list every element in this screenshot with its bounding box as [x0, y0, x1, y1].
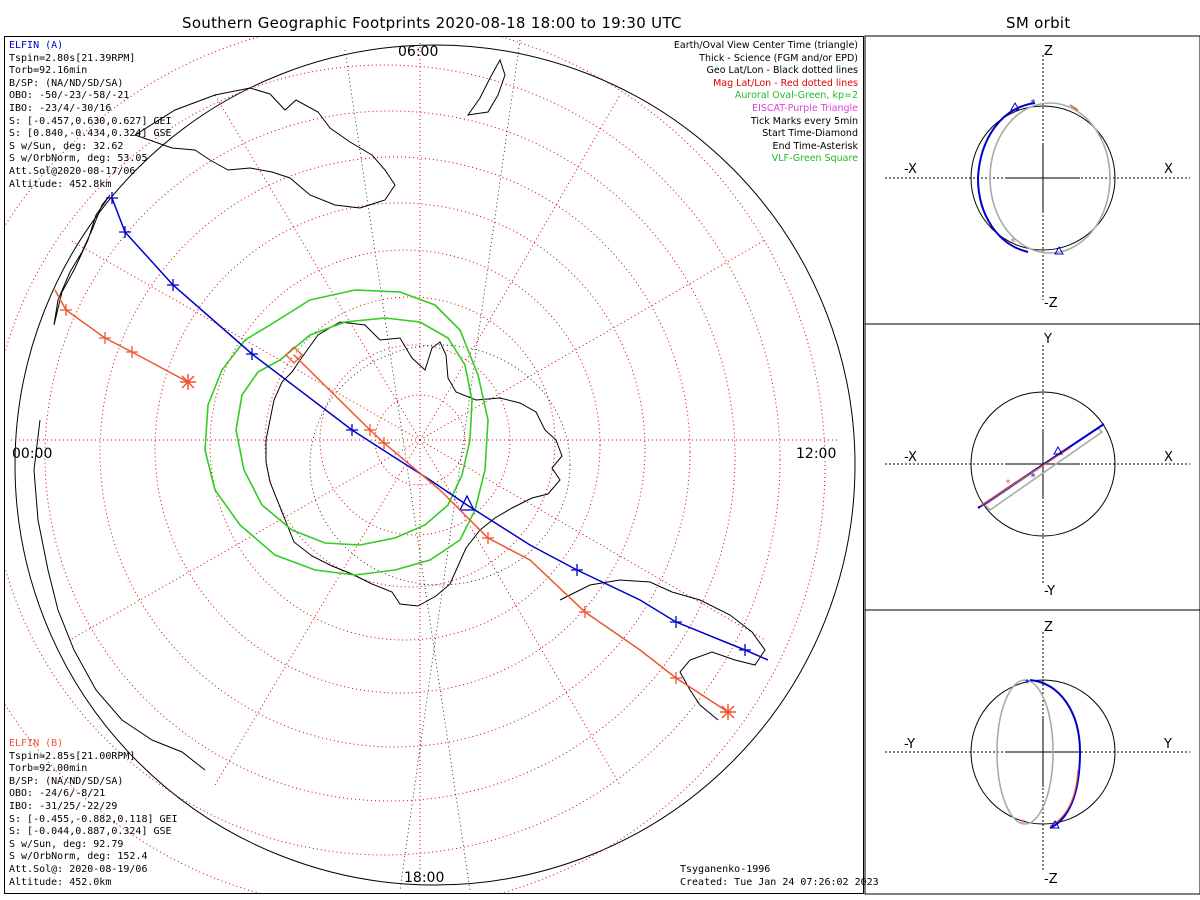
time-label-bottom: 18:00 [404, 870, 445, 886]
sm1-top-label: Z [1044, 44, 1053, 59]
time-label-top: 06:00 [398, 44, 439, 60]
legend-item: EISCAT-Purple Triangle [752, 102, 858, 114]
elfin-a-line: Altitude: 452.8km [9, 178, 112, 190]
auroral-oval-outer [204, 289, 489, 576]
svg-text:*: * [1005, 478, 1011, 489]
svg-text:*: * [1010, 237, 1016, 248]
legend-item: Thick - Science (FGM and/or EPD) [699, 52, 858, 64]
svg-text:*: * [1024, 678, 1030, 689]
coastline-west [33, 194, 206, 771]
elfin-b-line: Torb=92.00min [9, 763, 88, 775]
plot-title: Southern Geographic Footprints 2020-08-1… [182, 14, 682, 32]
sm3-top-label: Z [1044, 620, 1053, 635]
new-zealand-coastline [466, 58, 506, 116]
geo-grid [309, 39, 571, 891]
legend-item: Mag Lat/Lon - Red dotted lines [713, 77, 858, 89]
svg-text:*: * [1030, 98, 1036, 109]
sm-panel-3-frame [864, 609, 1200, 895]
sm2-right-label: X [1164, 450, 1173, 465]
legend-item: Auroral Oval-Green, kp=2 [734, 90, 858, 102]
sm2-left-label: -X [904, 450, 917, 465]
legend-item: Start Time-Diamond [762, 128, 858, 140]
sm2-top-label: Y [1044, 332, 1052, 347]
time-label-right: 12:00 [796, 446, 837, 462]
elfin-b-end-asterisk [180, 374, 736, 720]
elfin-a-ticks [106, 192, 751, 656]
elfin-b-line: Tspin=2.85s[21.00RPM] [9, 750, 136, 762]
sm-orbit-title: SM orbit [1006, 14, 1071, 32]
elfin-b-line: Altitude: 452.0km [9, 876, 112, 888]
elfin-b-line: B/SP: (NA/ND/SD/SA) [9, 775, 124, 787]
sm-panel-3-plot: * * [885, 632, 1190, 872]
sm-panel-2-plot: * * [885, 345, 1190, 585]
elfin-a-name: ELFIN (A) [9, 40, 64, 51]
australia-coastline [133, 87, 396, 209]
sm3-bottom-label: -Z [1044, 872, 1058, 887]
sm-panel-2-frame [864, 323, 1200, 611]
elfin-a-line: S w/OrbNorm, deg: 53.05 [9, 153, 148, 165]
elfin-a-info: ELFIN (A) Tspin=2.80s[21.39RPM] Torb=92.… [9, 40, 172, 191]
svg-text:*: * [1030, 472, 1036, 483]
legend-item: End Time-Asterisk [772, 140, 858, 152]
legend-item: Earth/Oval View Center Time (triangle) [673, 40, 858, 51]
elfin-a-line: Torb=92.16min [9, 65, 88, 77]
antarctica-coastline [265, 321, 563, 607]
elfin-a-center-triangle [458, 494, 476, 511]
elfin-b-start-diamond [285, 346, 303, 364]
legend: Earth/Oval View Center Time (triangle) T… [674, 40, 858, 166]
sm1-right-label: X [1164, 162, 1173, 177]
legend-item: Tick Marks every 5min [750, 115, 858, 127]
mag-latitude-grid [5, 37, 826, 893]
elfin-b-track [54, 289, 729, 713]
elfin-a-line: S: [-0.457,0.630,0.627] GEI [9, 115, 172, 127]
sm1-left-label: -X [904, 162, 917, 177]
elfin-b-line: Att.Sol@: 2020-08-19/06 [9, 863, 148, 875]
elfin-a-line: S w/Sun, deg: 32.62 [9, 140, 124, 152]
sm-panel-1-plot: * * [885, 55, 1190, 300]
time-label-left: 00:00 [12, 446, 53, 462]
globe-limb [14, 44, 856, 886]
sm-panel-1-frame [864, 35, 1200, 325]
created-label: Created: Tue Jan 24 07:26:02 2023 [680, 877, 879, 888]
sm1-bottom-label: -Z [1044, 296, 1058, 311]
sm3-right-label: Y [1164, 737, 1172, 752]
elfin-a-line: Att.Sol@2020-08-17/06 [9, 165, 136, 177]
elfin-b-line: S w/Sun, deg: 92.79 [9, 838, 124, 850]
mag-longitude-grid [10, 40, 840, 870]
elfin-b-line: S: [-0.455,-0.882,0.118] GEI [9, 813, 178, 825]
elfin-b-line: IBO: -31/25/-22/29 [9, 800, 118, 812]
svg-text:*: * [1020, 818, 1026, 829]
sm3-left-label: -Y [904, 737, 916, 752]
africa-coastline [559, 579, 766, 721]
legend-item: VLF-Green Square [771, 153, 858, 165]
elfin-b-line: OBO: -24/6/-8/21 [9, 788, 106, 800]
elfin-b-ticks [60, 304, 682, 684]
auroral-oval-inner [235, 317, 473, 546]
legend-item: Geo Lat/Lon - Black dotted lines [706, 65, 858, 77]
elfin-b-line: S w/OrbNorm, deg: 152.4 [9, 851, 148, 863]
elfin-b-line: S: [-0.044,0.887,0.324] GSE [9, 826, 172, 838]
elfin-b-info: ELFIN (B) Tspin=2.85s[21.00RPM] Torb=92.… [9, 738, 178, 889]
model-label: Tsyganenko-1996 [680, 864, 771, 875]
elfin-a-line: S: [0.840,-0.434,0.324] GSE [9, 128, 172, 140]
elfin-a-line: B/SP: (NA/ND/SD/SA) [9, 77, 124, 89]
elfin-a-line: Tspin=2.80s[21.39RPM] [9, 52, 136, 64]
elfin-a-line: IBO: -23/4/-30/16 [9, 102, 112, 114]
elfin-a-line: OBO: -50/-23/-58/-21 [9, 90, 130, 102]
elfin-b-name: ELFIN (B) [9, 738, 64, 749]
sm2-bottom-label: -Y [1044, 584, 1056, 599]
